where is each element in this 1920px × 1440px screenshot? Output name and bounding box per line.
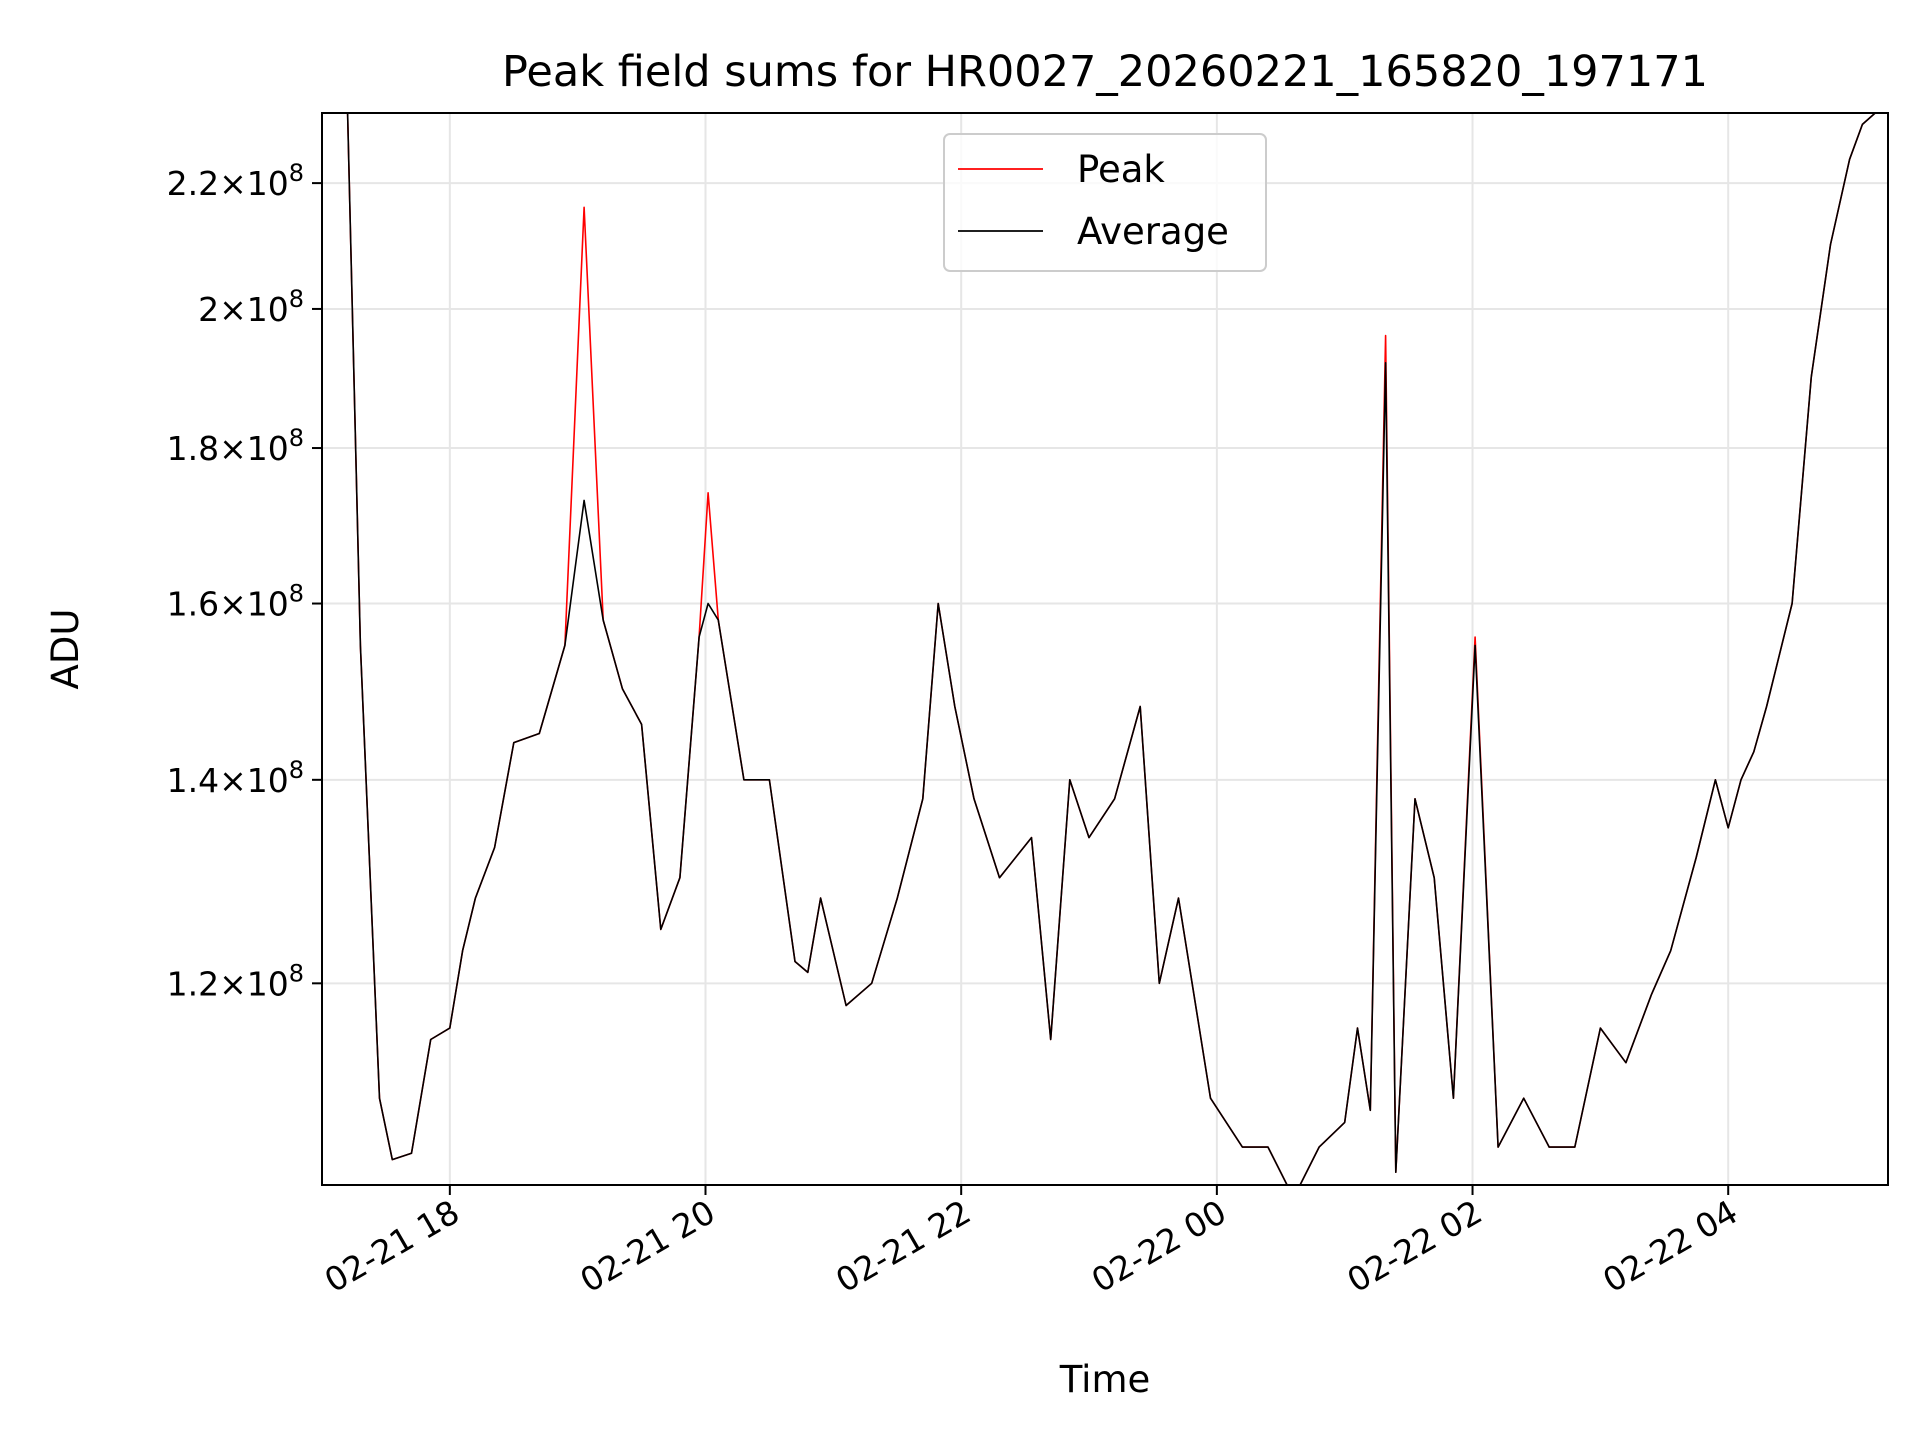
x-axis-label: Time [1059, 1358, 1151, 1401]
y-tick-label: 2×108 [198, 285, 304, 329]
y-tick-label: 1.8×108 [167, 424, 304, 468]
y-tick-label: 1.2×108 [167, 959, 304, 1003]
plot-frame [321, 112, 1889, 1186]
legend: Peak Average [943, 133, 1267, 272]
y-tick-label: 1.4×108 [167, 756, 304, 800]
y-tick-label: 1.6×108 [167, 580, 304, 624]
legend-label-peak: Peak [1077, 148, 1165, 191]
x-gridlines [448, 113, 1730, 1185]
x-tick-label: 02-21 18 [318, 1192, 466, 1300]
series-line-average [346, 113, 1876, 1185]
x-tick-label: 02-22 04 [1596, 1192, 1744, 1300]
series-line-peak [346, 113, 1876, 1185]
y-gridlines [322, 182, 1888, 985]
y-tick-label: 2.2×108 [167, 159, 304, 203]
x-tick-label: 02-21 22 [829, 1192, 977, 1300]
legend-label-average: Average [1077, 210, 1229, 253]
x-axis: 02-21 18 02-21 20 02-21 22 02-22 00 02-22 02… [318, 1185, 1744, 1300]
x-tick-label: 02-21 20 [574, 1192, 722, 1300]
x-tick-label: 02-22 02 [1341, 1192, 1489, 1300]
x-tick-label: 02-22 00 [1085, 1192, 1233, 1300]
y-axis-label: ADU [44, 609, 87, 690]
y-axis: 1.2×108 1.4×108 1.6×108 1.8×108 2×108 2.2×108 [167, 159, 322, 1003]
chart-title: Peak field sums for HR0027_20260221_1658… [502, 47, 1708, 97]
